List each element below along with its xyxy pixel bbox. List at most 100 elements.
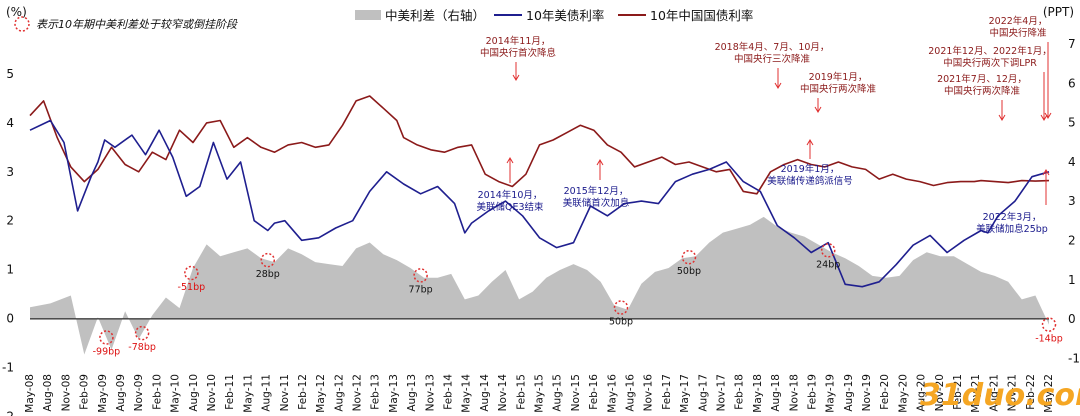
spread-markers-layer: -99bp -78bp -51bp 28bp 77bp 50bp 50bp 24bp -14bp [93,243,1063,358]
spread-marker-label: -78bp [128,342,156,353]
spread-area [30,216,1049,355]
y-left-tick-label: -2 [2,409,14,416]
x-tick-label: Feb-13 [370,374,382,410]
x-tick-label: May-13 [388,374,400,413]
x-tick-label: Feb-11 [224,374,236,410]
x-tick-label: Nov-17 [715,374,727,411]
x-tick-label: Aug-21 [988,374,1000,412]
spread-marker-label: -51bp [178,282,206,293]
rate-lines-layer [29,95,1050,288]
x-tick-label: May-22 [1043,374,1055,413]
x-tick-label: Feb-19 [806,374,818,410]
x-tick-label: Aug-08 [42,374,54,412]
legend: 表示10年期中美利差处于较窄或倒挂阶段 中美利差（右轴） 10年美债利率 10年… [14,8,753,32]
annotation-text: 美联储加息25bp [976,223,1048,235]
x-tick-label: Aug-10 [188,374,200,412]
x-tick-label: Nov-10 [206,374,218,411]
spread-area-layer [30,216,1049,355]
x-tick-label: May-09 [97,374,109,413]
x-tick-label: Aug-12 [333,374,345,412]
x-tick-label: Aug-15 [552,374,564,412]
spread-marker-label: -99bp [93,347,121,358]
x-tick-label: Feb-17 [661,374,673,410]
legend-us-label: 10年美债利率 [526,8,604,23]
y-right-tick-label: -1 [1068,351,1080,365]
annotation-text: 中国央行降准 [989,27,1047,39]
spread-marker-circle [613,300,629,315]
annotation-text: 中国央行三次降准 [734,53,811,65]
spread-marker-circle [184,265,199,281]
y-left-tick-label: 3 [6,165,14,179]
annotation-arrowhead [814,106,822,113]
x-tick-label: Aug-13 [406,374,418,412]
y-left-tick-label: 1 [6,263,14,277]
x-tick-label: Feb-18 [734,374,746,410]
annotation-arrowhead [806,139,814,146]
y-right-tick-label: 1 [1068,273,1076,287]
annotation-arrowhead [998,114,1006,121]
x-tick-label: Feb-20 [879,374,891,410]
spread-marker-label: 24bp [816,259,840,270]
annotation-text: 美联储首次加息 [563,197,630,209]
x-tick-label: Nov-08 [60,374,72,411]
annotation-text: 中国央行两次降准 [800,83,877,95]
y-right-tick-label: 2 [1068,234,1076,248]
annotation-arrowhead [774,82,782,89]
annotation-text: 2021年12月、2022年1月， [928,45,1052,57]
spread-marker-circle [99,330,114,345]
x-tick-label: May-16 [606,374,618,413]
legend-marker-circle [14,16,30,32]
x-tick-label: Nov-13 [424,374,436,411]
annotation-arrowhead [1042,169,1050,176]
x-tick-label: Feb-22 [1025,374,1037,410]
x-tick-label: May-12 [315,374,327,413]
annotation-arrowhead [596,159,604,166]
x-tick-label: May-10 [170,374,182,413]
y-right-axis-title: (PPT) [1043,5,1074,19]
spread-marker-circle [413,268,428,283]
annotation-text: 2019年1月， [809,71,868,83]
annotation-text: 2022年3月， [983,211,1042,223]
x-tick-label: Feb-16 [588,374,600,410]
annotation-arrowhead [512,74,520,81]
annotation-text: 美联储传递鸽派信号 [767,175,853,187]
x-tick-label: May-15 [534,374,546,413]
annotation-text: 2018年4月、7月、10月， [715,41,830,53]
x-tick-label: May-21 [970,374,982,413]
spread-marker-circle [820,243,836,258]
x-tick-label: Nov-19 [861,374,873,411]
y-left-tick-label: 2 [6,214,14,228]
spread-marker-label: 77bp [409,284,433,295]
x-tick-label: Feb-21 [952,374,964,410]
x-tick-label: May-20 [897,374,909,413]
spread-marker-circle [260,252,276,268]
x-tick-label: Feb-12 [297,374,309,410]
x-tick-label: Nov-18 [788,374,800,411]
cn-10y-yield-line [29,95,1050,195]
x-tick-label: Feb-09 [79,374,91,410]
y-left-axis-title: (%) [6,5,27,19]
x-tick-label: May-17 [679,374,691,413]
annotation-arrowhead [506,157,514,164]
x-tick-label: May-11 [242,374,254,413]
y-right-tick-label: 5 [1068,116,1076,130]
y-right-tick-label: 0 [1068,312,1076,326]
spread-marker-circle [1041,317,1057,332]
annotation-text: 美联储QE3结束 [476,201,544,213]
x-tick-label: May-19 [825,374,837,413]
annotation-text: 2019年1月， [781,163,840,175]
x-tick-label: Nov-12 [352,374,364,411]
x-tick-label: Nov-14 [497,374,509,412]
annotation-text: 中国央行两次下调LPR [943,57,1037,69]
x-tick-label: May-14 [461,374,473,413]
x-tick-label: Aug-18 [770,374,782,412]
y-left-tick-label: 4 [6,116,14,130]
annotation-arrowhead [1040,114,1048,121]
annotation-text: 2014年11月， [486,35,551,47]
watermark-text: 31duo.com [920,378,1080,413]
annotation-text: 中国央行首次降息 [480,47,556,59]
x-tick-label: May-18 [752,374,764,413]
x-tick-label: Feb-14 [443,374,455,410]
legend-marker-note: 表示10年期中美利差处于较窄或倒挂阶段 [36,18,238,31]
